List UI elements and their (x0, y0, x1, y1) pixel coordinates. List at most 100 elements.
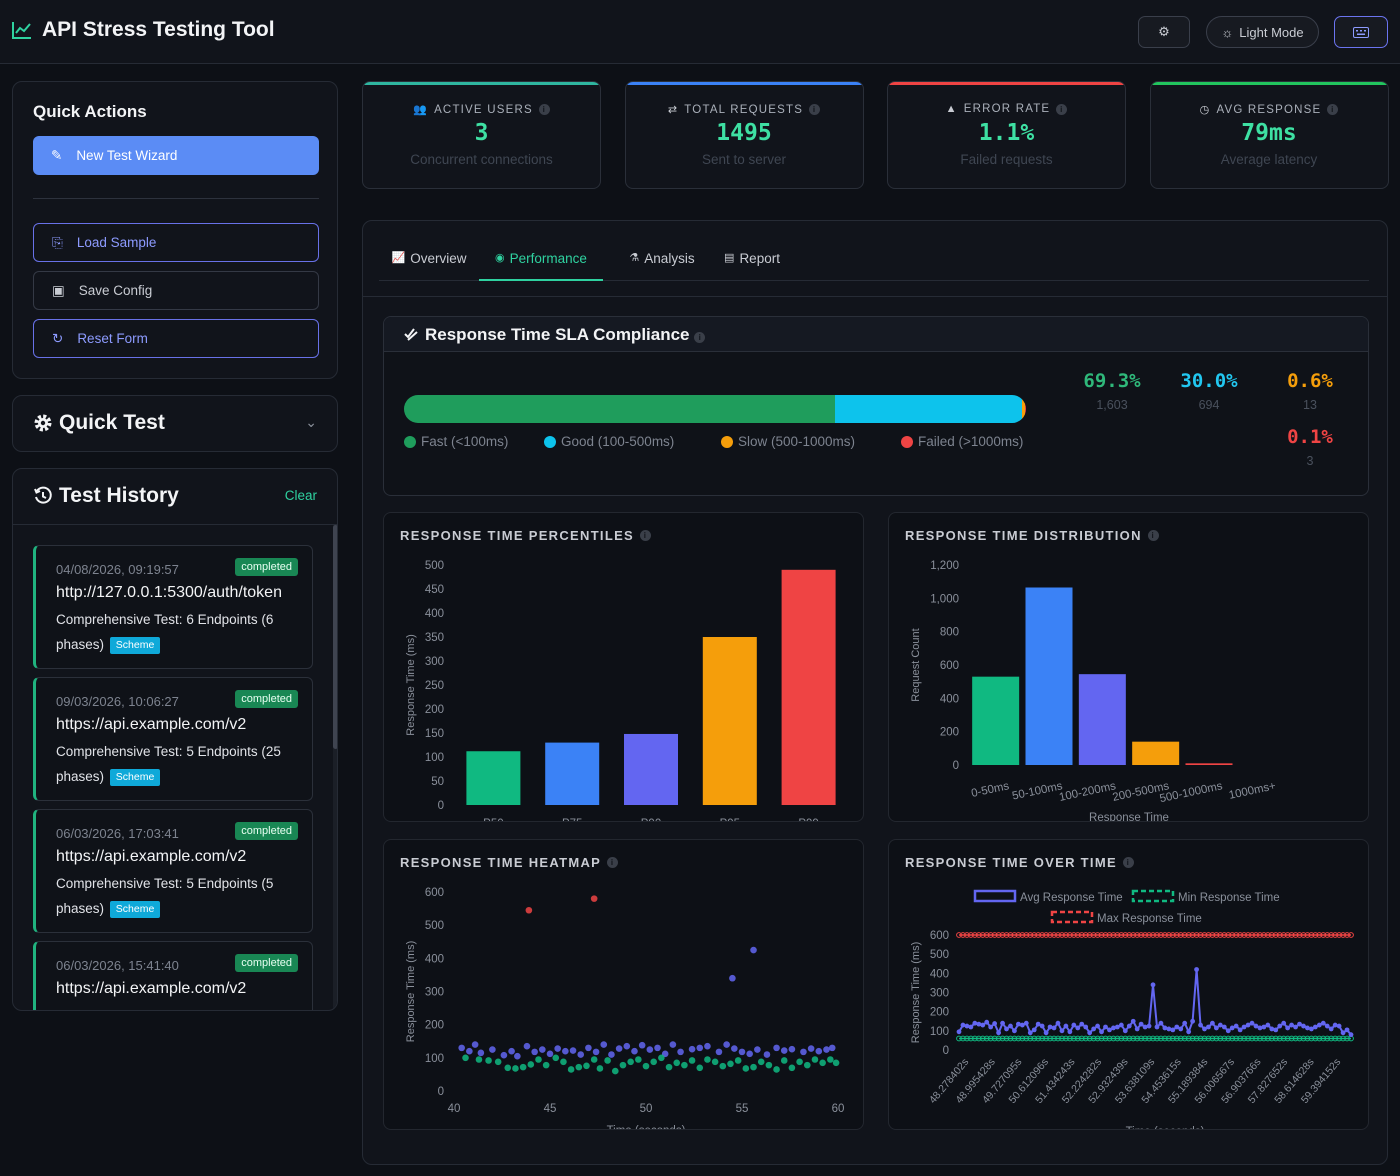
scatter-point[interactable] (475, 1056, 483, 1063)
line-point[interactable] (1158, 932, 1164, 938)
line-point[interactable] (1241, 1035, 1247, 1042)
scatter-point[interactable] (673, 1059, 681, 1067)
scatter-point[interactable] (750, 946, 757, 954)
line-point[interactable] (975, 1035, 982, 1042)
line-point[interactable] (1090, 1035, 1097, 1042)
line-point[interactable] (1165, 1035, 1172, 1042)
line-point[interactable] (1316, 1022, 1322, 1028)
scatter-point[interactable] (742, 1065, 750, 1072)
line-point[interactable] (1161, 932, 1168, 938)
line-point[interactable] (1130, 1035, 1137, 1042)
line-point[interactable] (1221, 1035, 1228, 1042)
scatter-point[interactable] (688, 1057, 696, 1064)
line-point[interactable] (1277, 1023, 1283, 1029)
line-point[interactable] (1150, 982, 1156, 988)
line-point[interactable] (1110, 932, 1117, 938)
scatter-point[interactable] (681, 1061, 688, 1069)
info-icon[interactable]: i (1056, 103, 1068, 115)
line-point[interactable] (1336, 1035, 1343, 1042)
tab-analysis[interactable]: ⚗ Analysis (621, 251, 703, 281)
line-point[interactable] (1035, 932, 1042, 938)
line-point[interactable] (1114, 1035, 1121, 1042)
line-point[interactable] (1142, 1024, 1148, 1030)
line-point[interactable] (1055, 1035, 1061, 1042)
line-point[interactable] (1067, 1029, 1073, 1035)
line-point[interactable] (1043, 1035, 1050, 1042)
line-point[interactable] (1229, 932, 1236, 938)
scatter-point[interactable] (746, 1050, 753, 1058)
line-point[interactable] (1138, 1035, 1145, 1042)
line-point[interactable] (1253, 1035, 1259, 1042)
line-point[interactable] (1189, 1035, 1196, 1042)
line-point[interactable] (1114, 1024, 1120, 1030)
line-point[interactable] (1158, 1035, 1164, 1042)
line-point[interactable] (1225, 1028, 1231, 1034)
line-point[interactable] (1063, 932, 1069, 938)
line-point[interactable] (1309, 1026, 1314, 1032)
line-point[interactable] (1205, 1035, 1212, 1042)
line-point[interactable] (1297, 1021, 1302, 1027)
line-point[interactable] (1221, 1024, 1227, 1030)
line-point[interactable] (1027, 1030, 1033, 1036)
line-point[interactable] (1229, 1035, 1236, 1042)
scrollbar-thumb[interactable] (333, 525, 337, 749)
line-point[interactable] (1130, 932, 1137, 938)
line-point[interactable] (960, 1035, 966, 1042)
scatter-point[interactable] (514, 1052, 521, 1060)
scatter-point[interactable] (757, 1058, 765, 1066)
bar[interactable] (972, 676, 1020, 765)
line-point[interactable] (1027, 932, 1034, 938)
line-point[interactable] (987, 1035, 994, 1042)
line-point[interactable] (976, 1021, 982, 1027)
line-point[interactable] (1082, 1035, 1089, 1042)
legend-swatch[interactable] (1050, 910, 1094, 924)
line-point[interactable] (1110, 1035, 1117, 1042)
line-point[interactable] (979, 932, 986, 938)
scatter-point[interactable] (642, 1062, 650, 1070)
chevron-down-icon[interactable]: ⌄ (305, 414, 317, 430)
line-point[interactable] (1154, 1024, 1160, 1030)
line-point[interactable] (971, 932, 978, 938)
scatter-point[interactable] (832, 1059, 840, 1067)
line-point[interactable] (1173, 932, 1180, 938)
line-point[interactable] (1166, 1026, 1172, 1032)
line-point[interactable] (1257, 932, 1263, 938)
line-point[interactable] (1098, 932, 1105, 938)
line-point[interactable] (1273, 1027, 1279, 1033)
scatter-point[interactable] (619, 1061, 627, 1069)
scatter-point[interactable] (527, 1061, 535, 1068)
line-point[interactable] (1237, 1027, 1243, 1033)
line-point[interactable] (1205, 932, 1212, 938)
scatter-point[interactable] (765, 1061, 773, 1069)
line-point[interactable] (1027, 1035, 1034, 1042)
line-point[interactable] (1202, 1026, 1207, 1032)
line-point[interactable] (1260, 1035, 1267, 1042)
line-point[interactable] (1284, 1035, 1291, 1042)
line-point[interactable] (1213, 932, 1220, 938)
line-point[interactable] (1169, 932, 1176, 938)
line-point[interactable] (956, 1029, 962, 1035)
line-point[interactable] (956, 932, 962, 938)
scatter-point[interactable] (489, 1046, 496, 1053)
line-point[interactable] (1106, 1035, 1113, 1042)
line-point[interactable] (1181, 1035, 1188, 1042)
line-point[interactable] (1079, 1021, 1085, 1027)
line-point[interactable] (1253, 1023, 1259, 1029)
line-point[interactable] (1213, 1035, 1220, 1042)
line-point[interactable] (1051, 932, 1057, 938)
scatter-point[interactable] (512, 1065, 519, 1072)
tab-report[interactable]: ▤ Report (717, 251, 787, 281)
line-point[interactable] (1276, 1035, 1283, 1042)
line-point[interactable] (1091, 1026, 1097, 1032)
line-point[interactable] (1193, 932, 1200, 938)
line-point[interactable] (1031, 1035, 1038, 1042)
scatter-point[interactable] (604, 1057, 611, 1064)
line-point[interactable] (1150, 932, 1156, 938)
scatter-point[interactable] (615, 1045, 623, 1052)
line-point[interactable] (1217, 1035, 1224, 1042)
line-point[interactable] (964, 932, 970, 938)
history-item[interactable]: 04/08/2026, 09:19:57 completed http://127.… (33, 545, 313, 669)
line-point[interactable] (1316, 1035, 1323, 1042)
line-point[interactable] (1281, 1020, 1287, 1026)
scatter-point[interactable] (827, 1056, 834, 1063)
